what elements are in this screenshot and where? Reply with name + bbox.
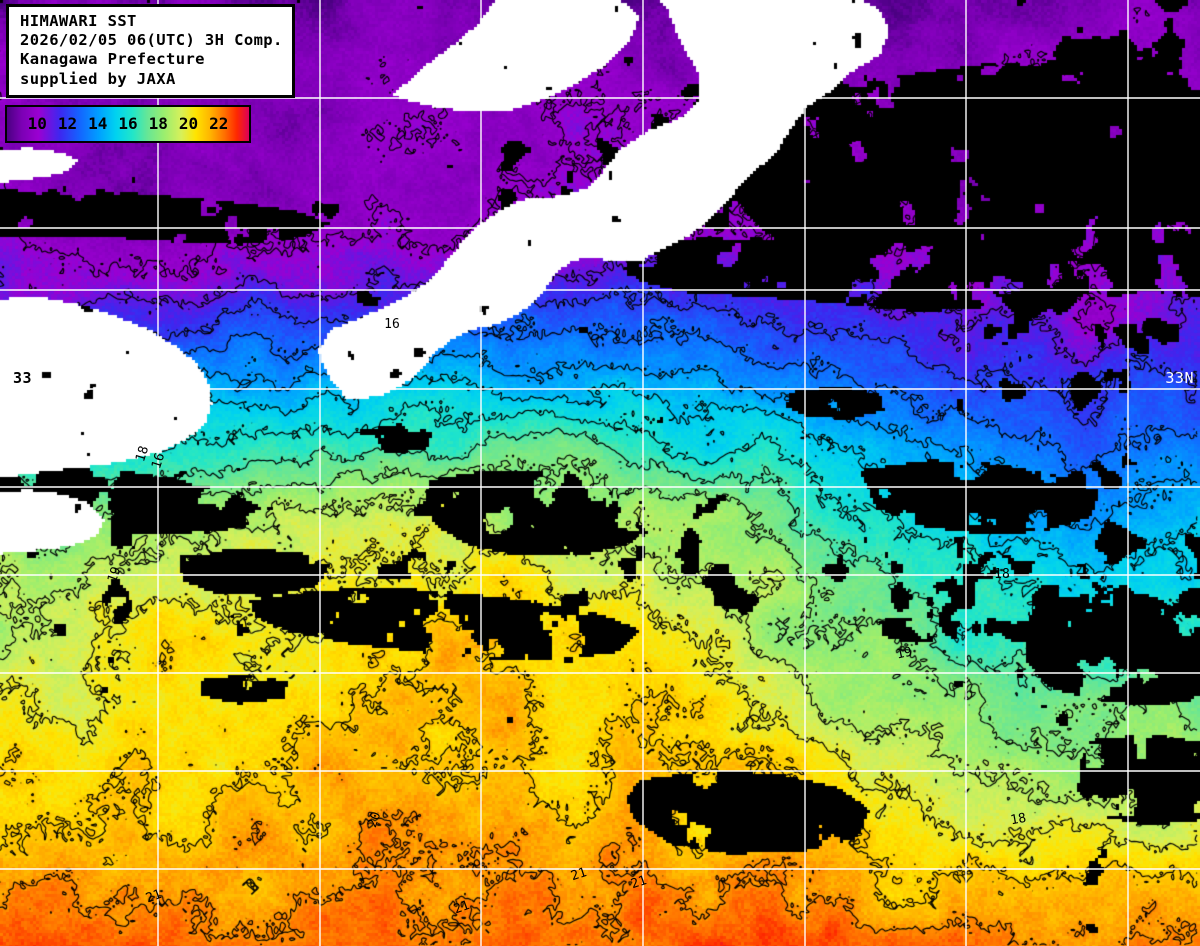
colorbar-tick-14: 14: [88, 114, 108, 133]
colorbar-tick-18: 18: [148, 114, 168, 133]
contour-label-21-9: 21: [629, 873, 649, 892]
colorbar-tick-20: 20: [178, 114, 199, 133]
contour-label-16-2: 16: [149, 451, 168, 471]
colorbar-gradient: [7, 107, 249, 141]
contour-label-16-0: 16: [384, 317, 400, 332]
colorbar-tick-12: 12: [57, 114, 78, 133]
contour-label-19-5: 19: [895, 645, 913, 663]
colorbar-tick-22: 22: [209, 114, 229, 133]
header-source: supplied by JAXA: [20, 69, 176, 88]
colorbar: 10 12 14 16 18 20 22: [5, 105, 251, 143]
lat-label-right: 33N: [1165, 369, 1194, 387]
colorbar-tick-labels: 10 12 14 16 18 20 22: [7, 107, 249, 141]
header-datetime: 2026/02/05 06(UTC) 3H Comp.: [20, 31, 283, 50]
contour-label-19-3: 19: [105, 565, 124, 585]
contour-label-18-7: 18: [1009, 811, 1027, 828]
colorbar-tick-10: 10: [27, 114, 47, 133]
contour-label-21-8: 21: [569, 865, 589, 884]
lat-label-left: 33: [13, 369, 33, 387]
contour-label-18-1: 18: [133, 444, 152, 464]
header-info-box: HIMAWARI SST 2026/02/05 06(UTC) 3H Comp.…: [6, 4, 295, 98]
contour-label-21-11: 21: [452, 898, 472, 917]
header-title: HIMAWARI SST: [20, 12, 137, 30]
contour-label-20-6: 20: [365, 810, 384, 830]
header-region: Kanagawa Prefecture: [20, 50, 205, 69]
contour-label-18-4: 18: [994, 567, 1010, 582]
colorbar-tick-16: 16: [118, 114, 138, 133]
contour-label-21-10: 21: [144, 887, 164, 906]
